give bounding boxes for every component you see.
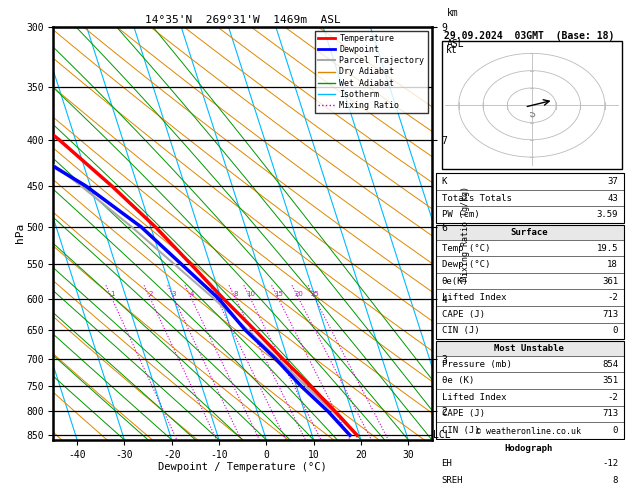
Text: -12: -12 bbox=[602, 459, 618, 469]
Text: 37: 37 bbox=[608, 177, 618, 186]
Text: 6: 6 bbox=[214, 291, 219, 297]
Text: -2: -2 bbox=[608, 393, 618, 402]
Text: 43: 43 bbox=[608, 193, 618, 203]
Text: K: K bbox=[442, 177, 447, 186]
Text: Lifted Index: Lifted Index bbox=[442, 293, 506, 302]
Text: 4: 4 bbox=[189, 291, 194, 297]
Legend: Temperature, Dewpoint, Parcel Trajectory, Dry Adiabat, Wet Adiabat, Isotherm, Mi: Temperature, Dewpoint, Parcel Trajectory… bbox=[315, 31, 428, 113]
Y-axis label: hPa: hPa bbox=[14, 223, 25, 243]
Bar bbox=[436, 341, 624, 356]
Text: 8: 8 bbox=[613, 476, 618, 485]
Bar bbox=[436, 225, 624, 339]
Text: 1: 1 bbox=[109, 291, 114, 297]
Text: PW (cm): PW (cm) bbox=[442, 210, 479, 219]
Bar bbox=[436, 174, 624, 223]
Text: Mixing Ratio (g/kg): Mixing Ratio (g/kg) bbox=[462, 186, 470, 281]
Text: 713: 713 bbox=[602, 409, 618, 418]
Text: 25: 25 bbox=[311, 291, 320, 297]
Text: θe(K): θe(K) bbox=[442, 277, 469, 286]
Text: Lifted Index: Lifted Index bbox=[442, 393, 506, 402]
Text: 8: 8 bbox=[233, 291, 238, 297]
Text: LCL: LCL bbox=[433, 430, 450, 440]
X-axis label: Dewpoint / Temperature (°C): Dewpoint / Temperature (°C) bbox=[159, 462, 327, 472]
Text: CAPE (J): CAPE (J) bbox=[442, 310, 484, 319]
Bar bbox=[436, 441, 624, 455]
Text: Hodograph: Hodograph bbox=[504, 444, 553, 452]
Text: 15: 15 bbox=[274, 291, 283, 297]
Bar bbox=[436, 441, 624, 486]
Text: 361: 361 bbox=[602, 277, 618, 286]
Text: 18: 18 bbox=[608, 260, 618, 269]
Text: km: km bbox=[447, 8, 459, 18]
Text: 2: 2 bbox=[148, 291, 152, 297]
Text: 351: 351 bbox=[602, 376, 618, 385]
Text: CIN (J): CIN (J) bbox=[442, 326, 479, 335]
Text: 29.09.2024  03GMT  (Base: 18): 29.09.2024 03GMT (Base: 18) bbox=[443, 31, 614, 41]
Text: 0: 0 bbox=[613, 426, 618, 435]
Text: Dewp (°C): Dewp (°C) bbox=[442, 260, 490, 269]
Text: 3.59: 3.59 bbox=[596, 210, 618, 219]
Text: EH: EH bbox=[442, 459, 452, 469]
Text: θe (K): θe (K) bbox=[442, 376, 474, 385]
Text: Totals Totals: Totals Totals bbox=[442, 193, 511, 203]
Text: Pressure (mb): Pressure (mb) bbox=[442, 360, 511, 369]
Title: 14°35'N  269°31'W  1469m  ASL: 14°35'N 269°31'W 1469m ASL bbox=[145, 15, 340, 25]
Text: -2: -2 bbox=[608, 293, 618, 302]
Text: 0: 0 bbox=[613, 326, 618, 335]
Text: CIN (J): CIN (J) bbox=[442, 426, 479, 435]
Text: 713: 713 bbox=[602, 310, 618, 319]
Text: © weatheronline.co.uk: © weatheronline.co.uk bbox=[476, 427, 581, 436]
Text: CAPE (J): CAPE (J) bbox=[442, 409, 484, 418]
Bar bbox=[442, 41, 622, 169]
Text: 854: 854 bbox=[602, 360, 618, 369]
Text: SREH: SREH bbox=[442, 476, 463, 485]
Text: 10: 10 bbox=[246, 291, 255, 297]
Text: Most Unstable: Most Unstable bbox=[494, 344, 564, 353]
Bar bbox=[436, 225, 624, 240]
Text: 3: 3 bbox=[172, 291, 176, 297]
Text: 20: 20 bbox=[294, 291, 303, 297]
Text: ASL: ASL bbox=[447, 39, 465, 49]
Bar bbox=[436, 341, 624, 438]
Text: Temp (°C): Temp (°C) bbox=[442, 243, 490, 253]
Text: Surface: Surface bbox=[510, 228, 548, 237]
Text: 19.5: 19.5 bbox=[596, 243, 618, 253]
Text: kt: kt bbox=[445, 45, 457, 55]
